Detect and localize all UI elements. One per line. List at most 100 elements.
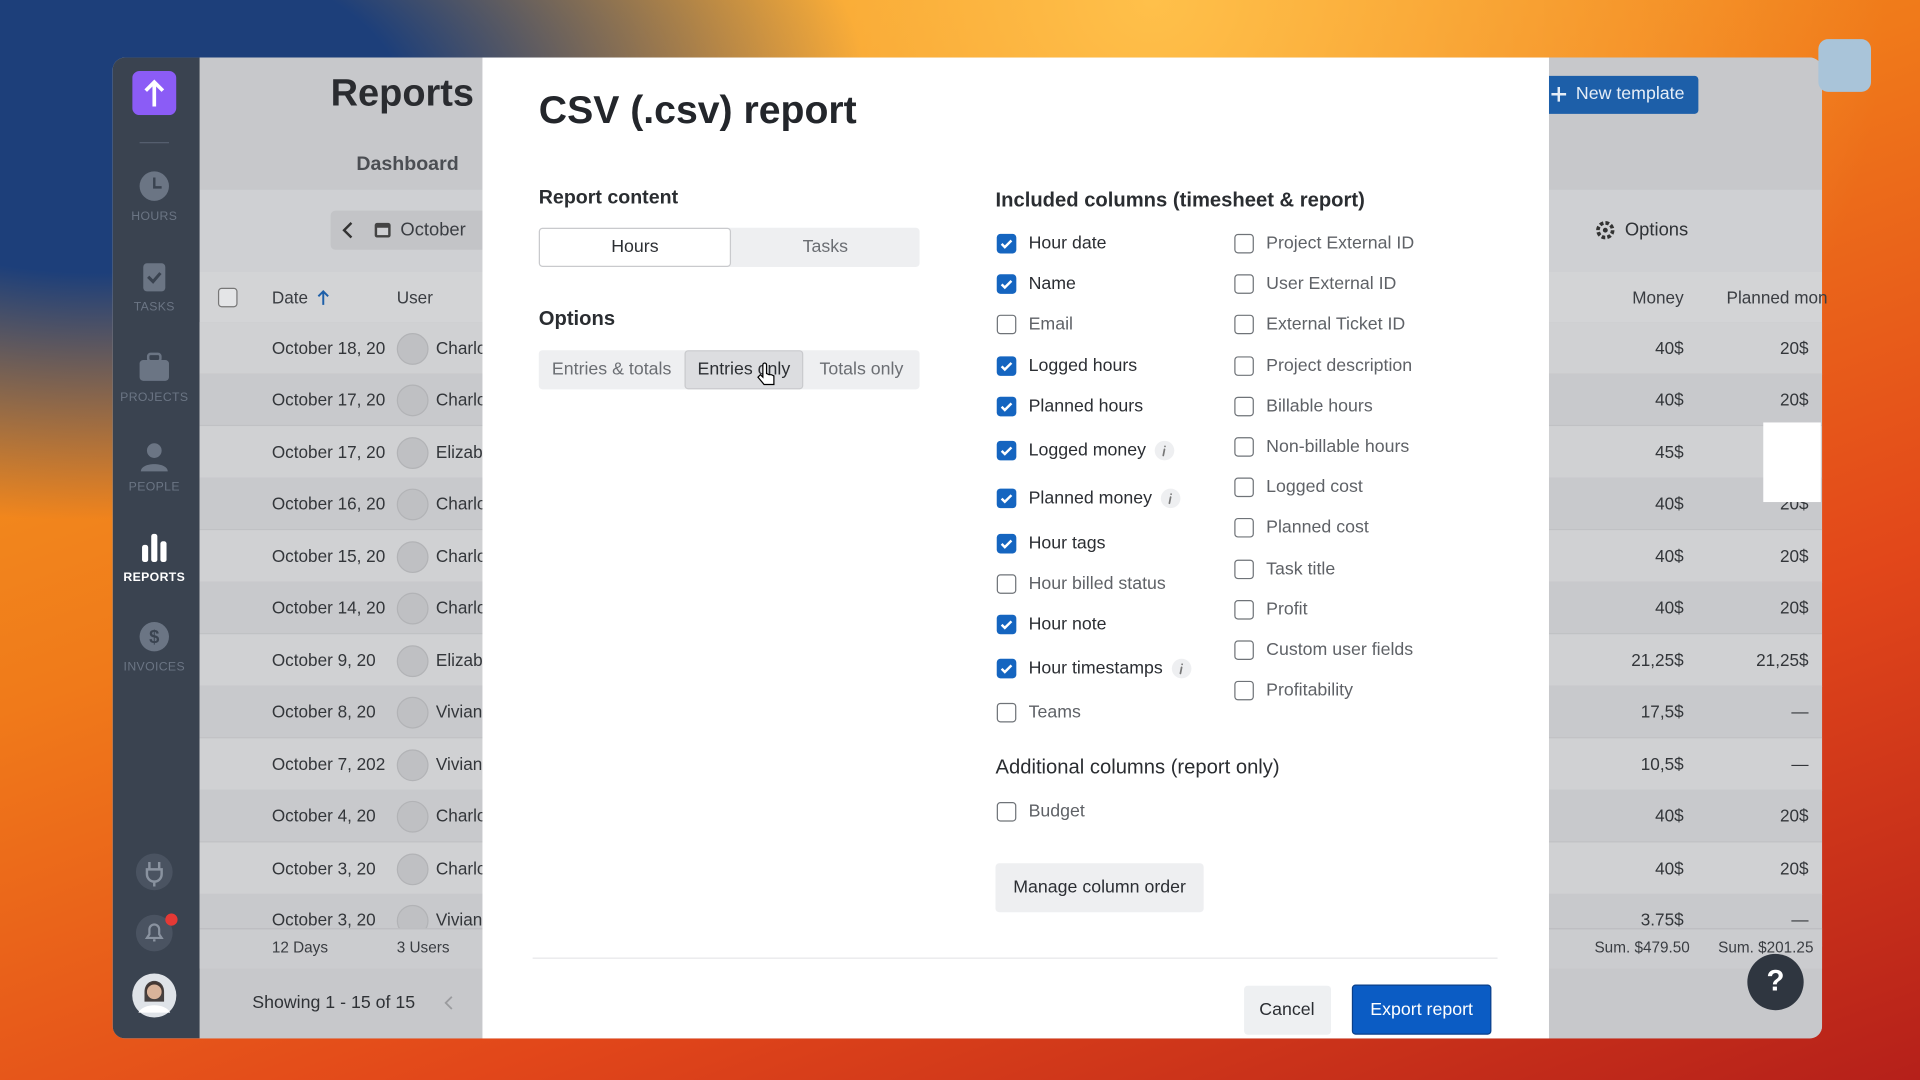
- help-label[interactable]: ?: [1766, 964, 1785, 998]
- checkbox[interactable]: [1234, 396, 1254, 417]
- checkbox[interactable]: [996, 314, 1017, 335]
- checkbox[interactable]: [1234, 315, 1254, 335]
- checkbox[interactable]: [996, 396, 1017, 417]
- checkbox-label[interactable]: Task title: [1266, 559, 1336, 579]
- checkbox[interactable]: [996, 488, 1017, 509]
- checkbox[interactable]: [996, 658, 1017, 679]
- user-avatar: [396, 748, 429, 781]
- info-icon[interactable]: [1170, 658, 1192, 680]
- checkbox-label[interactable]: Name: [1028, 274, 1076, 294]
- checkbox-label[interactable]: Profitability: [1266, 681, 1353, 701]
- segment-option[interactable]: [538, 227, 732, 267]
- checkbox[interactable]: [1234, 518, 1254, 539]
- info-icon[interactable]: [1153, 440, 1175, 462]
- checkbox[interactable]: [1234, 559, 1254, 579]
- checkbox-label[interactable]: Planned cost: [1266, 518, 1369, 539]
- checkbox-label[interactable]: Teams: [1028, 702, 1081, 723]
- nav-icon[interactable]: $: [137, 620, 171, 654]
- user-cell: Vivian: [435, 909, 483, 930]
- info-icon[interactable]: [1159, 487, 1181, 509]
- cancel-label[interactable]: Cancel: [1259, 1000, 1315, 1020]
- checkbox-label[interactable]: Planned money: [1028, 488, 1152, 509]
- nav-icon[interactable]: [137, 440, 171, 474]
- checkbox[interactable]: [1234, 477, 1254, 498]
- checkbox[interactable]: [996, 574, 1017, 594]
- checkbox[interactable]: [1234, 233, 1254, 254]
- checkbox-label[interactable]: Hour billed status: [1028, 574, 1166, 594]
- checkbox-label[interactable]: Hour date: [1028, 233, 1107, 254]
- column-header[interactable]: Date: [271, 287, 309, 308]
- checkbox[interactable]: [996, 274, 1017, 294]
- planned-money-cell: —: [1791, 753, 1809, 774]
- notifications-icon[interactable]: [135, 913, 184, 952]
- checkbox-label[interactable]: Profit: [1266, 599, 1308, 620]
- cancel-button[interactable]: [1244, 985, 1332, 1035]
- checkbox[interactable]: [996, 440, 1017, 461]
- segment-label[interactable]: Hours: [611, 237, 659, 258]
- checkbox[interactable]: [1234, 681, 1254, 701]
- checkbox-label[interactable]: User External ID: [1266, 274, 1397, 295]
- export-button[interactable]: [1351, 984, 1492, 1035]
- checkbox[interactable]: [996, 802, 1017, 822]
- prev-arrow[interactable]: [340, 220, 355, 240]
- checkbox[interactable]: [1234, 640, 1254, 660]
- nav-icon[interactable]: [137, 169, 171, 203]
- planned-money-cell: 20$: [1779, 389, 1809, 410]
- user-cell: Charlo: [435, 493, 487, 514]
- checkbox[interactable]: [1234, 437, 1254, 457]
- checkbox[interactable]: [1234, 274, 1254, 295]
- segment-label[interactable]: Entries only: [697, 360, 791, 380]
- checkbox[interactable]: [996, 702, 1017, 723]
- checkbox-label[interactable]: External Ticket ID: [1266, 315, 1406, 335]
- checkbox-label[interactable]: Logged money: [1028, 440, 1147, 461]
- manage-columns-label[interactable]: Manage column order: [1013, 877, 1186, 898]
- options-label[interactable]: Options: [1624, 219, 1689, 241]
- export-label[interactable]: Export report: [1370, 1000, 1473, 1020]
- nav-label[interactable]: INVOICES: [123, 660, 186, 675]
- checkbox[interactable]: [996, 356, 1017, 376]
- select-all-checkbox[interactable]: [217, 287, 238, 308]
- checkbox[interactable]: [1234, 355, 1254, 376]
- nav-icon[interactable]: [137, 260, 171, 294]
- manage-columns-button[interactable]: [995, 863, 1204, 913]
- money-cell: 40$: [1655, 389, 1684, 410]
- nav-label[interactable]: REPORTS: [123, 571, 186, 585]
- nav-label[interactable]: TASKS: [133, 300, 175, 315]
- checkbox-label[interactable]: Project External ID: [1266, 233, 1415, 254]
- tab[interactable]: Dashboard: [356, 154, 459, 176]
- checkbox[interactable]: [1234, 599, 1254, 620]
- nav-label[interactable]: PROJECTS: [120, 391, 189, 405]
- segment-option[interactable]: [684, 350, 804, 390]
- help-button[interactable]: [1747, 953, 1804, 1011]
- nav-icon[interactable]: [137, 350, 171, 384]
- segment-label[interactable]: Entries & totals: [551, 360, 672, 380]
- checkbox-label[interactable]: Hour timestamps: [1028, 658, 1163, 679]
- checkbox-label[interactable]: Project description: [1266, 355, 1413, 376]
- checkbox-label[interactable]: Logged cost: [1266, 477, 1363, 498]
- integrations-icon[interactable]: [135, 852, 174, 891]
- checkbox[interactable]: [996, 533, 1017, 554]
- checkbox-label[interactable]: Logged hours: [1028, 356, 1138, 376]
- calendar-icon: [373, 220, 391, 238]
- checkbox-label[interactable]: Non-billable hours: [1266, 437, 1410, 457]
- checkbox-label[interactable]: Billable hours: [1266, 396, 1373, 417]
- period-picker[interactable]: [330, 210, 490, 250]
- checkbox[interactable]: [996, 233, 1017, 254]
- segment-label[interactable]: Tasks: [802, 237, 849, 258]
- checkbox-label[interactable]: Custom user fields: [1266, 640, 1414, 660]
- checkbox-label[interactable]: Hour note: [1028, 614, 1107, 635]
- user-avatar: [396, 488, 429, 521]
- checkbox-label[interactable]: Hour tags: [1028, 533, 1106, 554]
- checkbox-label[interactable]: Email: [1028, 314, 1073, 335]
- checkbox-label[interactable]: Budget: [1028, 802, 1085, 822]
- nav-label[interactable]: HOURS: [131, 210, 178, 224]
- page-prev[interactable]: [443, 994, 455, 1011]
- nav-label[interactable]: PEOPLE: [128, 480, 180, 495]
- user-avatar[interactable]: [131, 972, 178, 1019]
- checkbox[interactable]: [996, 614, 1017, 635]
- checkbox-label[interactable]: Planned hours: [1028, 396, 1144, 417]
- nav-icon[interactable]: [137, 530, 171, 564]
- gear-icon[interactable]: [1596, 220, 1616, 240]
- user-avatar: [396, 437, 429, 469]
- segment-label[interactable]: Totals only: [819, 360, 904, 380]
